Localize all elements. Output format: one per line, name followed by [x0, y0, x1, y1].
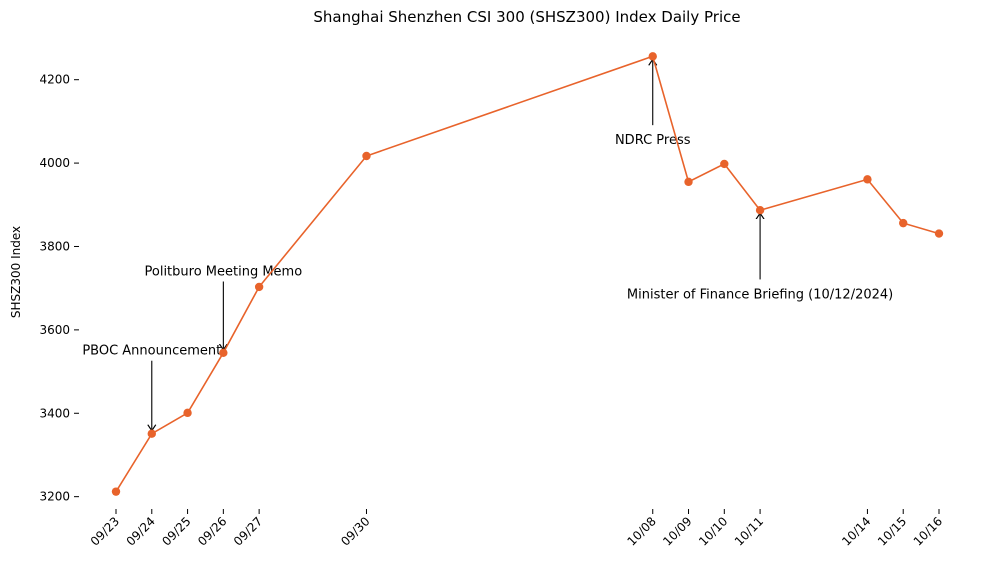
data-point	[183, 408, 192, 418]
data-point	[720, 159, 729, 169]
x-tick-label: 09/24	[124, 514, 158, 548]
y-axis-label: SHSZ300 Index	[9, 226, 23, 318]
data-point	[863, 175, 872, 184]
y-tick-label: 3200	[39, 490, 70, 504]
y-tick-label: 4200	[39, 73, 70, 87]
x-tick-label: 10/15	[875, 514, 909, 548]
x-tick-label: 09/25	[159, 514, 193, 548]
x-tick-label: 10/16	[911, 514, 945, 548]
x-tick-label: 10/09	[660, 514, 694, 548]
data-point	[899, 218, 908, 228]
x-tick-label: 09/26	[195, 514, 229, 548]
x-tick-label: 09/23	[88, 514, 122, 548]
data-point	[934, 229, 944, 238]
annotations: PBOC Announcement Politburo Meeting Memo N…	[82, 59, 893, 430]
y-tick-label: 3600	[39, 323, 70, 337]
data-point	[147, 429, 156, 438]
y-tick-label: 3400	[39, 406, 70, 420]
annotation-label: PBOC Announcement	[82, 344, 221, 359]
y-tick-label: 4000	[39, 156, 70, 170]
x-tick-label: 10/11	[732, 514, 766, 548]
x-tick-label: 10/08	[624, 514, 658, 548]
annotation-label: NDRC Press	[615, 133, 691, 148]
annotation-label: Politburo Meeting Memo	[145, 265, 303, 280]
y-tick-label: 3800	[39, 239, 70, 253]
series	[111, 52, 944, 496]
data-point	[219, 348, 228, 358]
x-tick-label: 09/27	[231, 514, 265, 548]
data-point	[254, 282, 264, 292]
chart-title: Shanghai Shenzhen CSI 300 (SHSZ300) Inde…	[313, 8, 740, 26]
y-axis: 3200 3400 3600 3800 4000 4200	[39, 73, 79, 504]
data-point	[111, 487, 121, 496]
x-tick-label: 09/30	[338, 514, 372, 548]
data-point	[648, 52, 657, 61]
data-point	[362, 151, 371, 161]
data-point	[684, 177, 693, 187]
x-tick-label: 10/10	[696, 514, 730, 548]
x-tick-label: 10/14	[839, 514, 873, 548]
annotation-label: Minister of Finance Briefing (10/12/2024…	[627, 287, 893, 302]
x-axis: 09/23 09/24 09/25 09/26 09/27 09/30 10/08 10/09…	[88, 509, 945, 549]
data-point	[755, 206, 765, 215]
